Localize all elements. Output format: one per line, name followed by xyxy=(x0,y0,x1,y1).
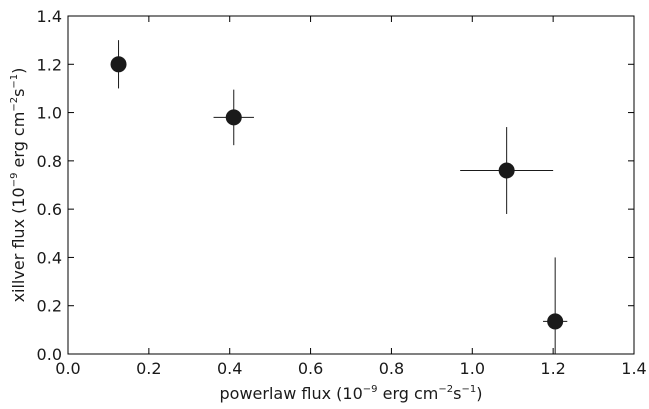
data-points xyxy=(110,40,568,354)
data-marker xyxy=(225,109,242,126)
y-tick-label: 0.0 xyxy=(37,345,62,364)
x-axis-label: powerlaw flux (10−9 erg cm−2s−1) xyxy=(220,384,483,403)
data-marker xyxy=(110,56,127,73)
ticks xyxy=(67,15,635,355)
x-tick-label: 0.0 xyxy=(55,359,80,378)
plot-frame xyxy=(67,15,635,355)
x-tick-label: 1.2 xyxy=(540,359,565,378)
y-tick-label: 1.2 xyxy=(37,55,62,74)
x-tick-label: 1.0 xyxy=(460,359,485,378)
y-tick-labels: 0.0 0.2 0.4 0.6 0.8 1.0 1.2 1.4 xyxy=(37,7,62,364)
y-tick-label: 1.4 xyxy=(37,7,62,26)
data-marker xyxy=(547,313,564,330)
y-tick-label: 0.8 xyxy=(37,152,62,171)
y-axis-label: xillver flux (10−9 erg cm−2s−1) xyxy=(9,68,28,303)
y-tick-label: 0.2 xyxy=(37,297,62,316)
x-tick-label: 0.4 xyxy=(217,359,242,378)
data-marker xyxy=(498,162,515,179)
x-tick-label: 0.2 xyxy=(136,359,161,378)
data-point-3 xyxy=(460,127,554,214)
data-point-1 xyxy=(110,40,127,89)
x-tick-label: 0.8 xyxy=(379,359,404,378)
data-point-2 xyxy=(213,89,254,146)
y-tick-label: 0.6 xyxy=(37,200,62,219)
x-tick-label: 0.6 xyxy=(298,359,323,378)
x-tick-labels: 0.0 0.2 0.4 0.6 0.8 1.0 1.2 1.4 xyxy=(55,359,646,378)
y-tick-label: 0.4 xyxy=(37,248,62,267)
data-point-4 xyxy=(543,257,568,354)
y-tick-label: 1.0 xyxy=(37,104,62,123)
x-tick-label: 1.4 xyxy=(621,359,646,378)
